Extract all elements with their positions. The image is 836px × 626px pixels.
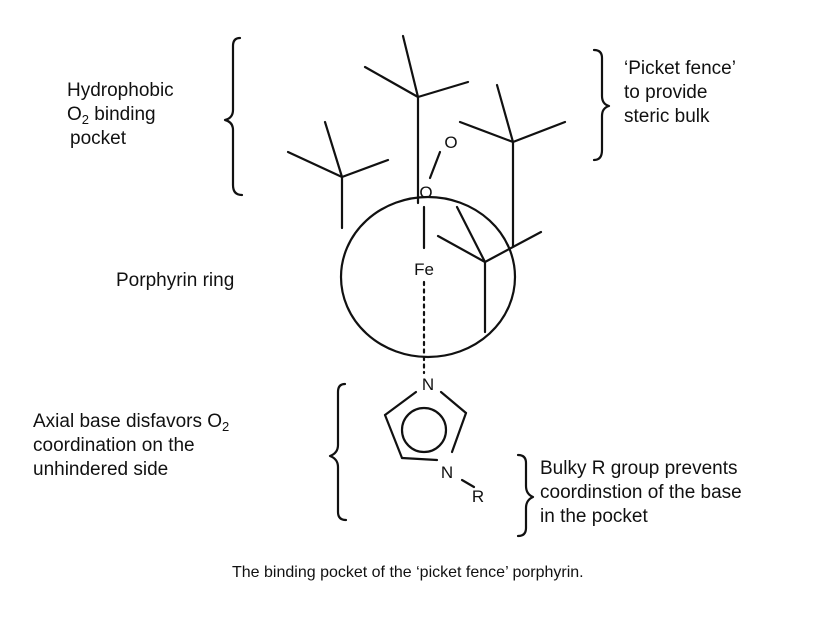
- r-group-label: R: [472, 487, 484, 506]
- axial-brace: [328, 382, 348, 522]
- axial-label-line2: coordination on the: [33, 435, 195, 456]
- porphyrin-ring-label: Porphyrin ring: [116, 270, 235, 291]
- o-o-bond: [428, 150, 442, 180]
- nitrogen-top-label: N: [422, 375, 434, 394]
- bulky-label-line1: Bulky R group prevents: [540, 458, 738, 479]
- iron-label: Fe: [414, 260, 434, 279]
- bulky-r-group-label: Bulky R group prevents coordinstion of t…: [540, 457, 742, 529]
- pocket-label: Hydrophobic O2 binding pocket: [67, 79, 174, 151]
- pocket-label-line2: O2 binding: [67, 104, 156, 127]
- picket-fence-groups: [286, 34, 567, 334]
- fence-label-line3: steric bulk: [624, 106, 710, 127]
- axial-label-line3: unhindered side: [33, 459, 169, 480]
- axial-base-label: Axial base disfavors O2 coordination on …: [33, 410, 229, 482]
- oxygen-top-label: O: [444, 133, 457, 152]
- bulky-label-line2: coordinstion of the base: [540, 482, 742, 503]
- imidazole-ring: [383, 390, 476, 489]
- axial-label-line1: Axial base disfavors O2: [33, 411, 230, 434]
- oxygen-bottom-label: O: [419, 183, 432, 202]
- fence-label-line2: to provide: [624, 82, 708, 103]
- pocket-brace: [223, 36, 244, 197]
- bulky-label-line3: in the pocket: [540, 506, 648, 527]
- nitrogen-bottom-label: N: [441, 463, 453, 482]
- pocket-label-line1: Hydrophobic: [67, 80, 174, 101]
- bulky-brace: [516, 453, 535, 538]
- fence-brace: [592, 48, 611, 162]
- figure-caption: The binding pocket of the ‘picket fence’…: [232, 564, 584, 581]
- fence-label-line1: ‘Picket fence’: [624, 58, 736, 79]
- fence-label: ‘Picket fence’ to provide steric bulk: [624, 57, 736, 129]
- pocket-label-line3: pocket: [70, 128, 126, 149]
- porphyrin-ring: [339, 195, 517, 359]
